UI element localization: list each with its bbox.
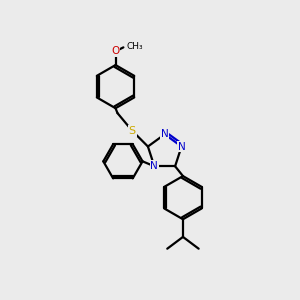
- Text: N: N: [161, 129, 169, 139]
- Text: N: N: [178, 142, 185, 152]
- Text: S: S: [129, 126, 136, 136]
- Text: CH₃: CH₃: [126, 42, 143, 51]
- Text: N: N: [151, 161, 158, 171]
- Text: O: O: [111, 46, 120, 56]
